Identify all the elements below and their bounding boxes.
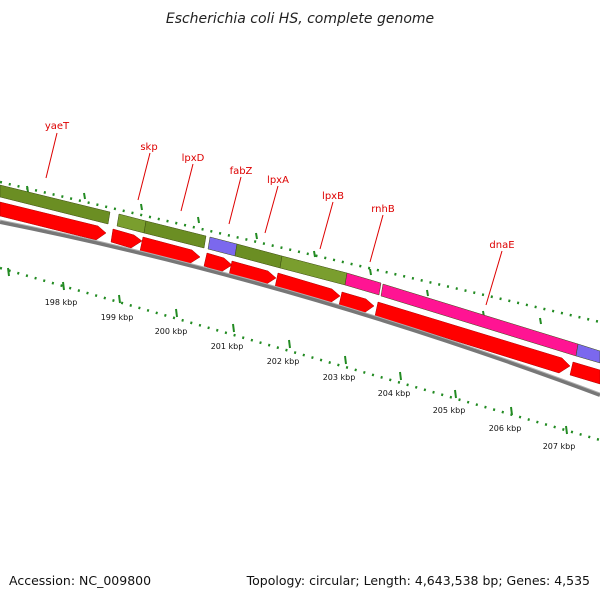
gene-label-lpxA: lpxA — [267, 175, 289, 186]
kbp-label: 203 kbp — [323, 373, 356, 382]
leader-skp — [137, 152, 151, 201]
major-tick — [369, 268, 372, 276]
lower-major-ticks — [7, 267, 568, 435]
accession-text: Accession: NC_009800 — [9, 573, 151, 588]
kbp-label: 198 kbp — [45, 298, 78, 307]
major-tick — [62, 281, 65, 291]
cds-arrow — [110, 228, 143, 249]
kbp-label: 202 kbp — [267, 357, 300, 366]
cds-arrow — [0, 201, 107, 241]
major-tick — [399, 371, 402, 381]
gene-label-lpxD: lpxD — [182, 153, 205, 164]
cds-arrow — [203, 252, 233, 273]
major-tick — [539, 317, 542, 325]
gene-label-rnhB: rnhB — [371, 204, 395, 215]
major-tick — [197, 216, 200, 224]
gene-block-lpxD — [143, 220, 207, 249]
major-tick — [344, 355, 347, 365]
major-tick — [175, 308, 178, 318]
kbp-label: 201 kbp — [211, 342, 244, 351]
gene-label-dnaE: dnaE — [489, 240, 514, 251]
map-title: Escherichia coli HS, complete genome — [166, 11, 434, 27]
major-tick — [7, 267, 10, 277]
gene-label-fabZ: fabZ — [230, 166, 253, 177]
genome-backbone-highlight — [0, 219, 600, 394]
gene-labels: yaeT skp lpxD fabZ lpxA lpxB rnhB dnaE — [45, 121, 515, 251]
gene-block-skp — [116, 213, 147, 234]
leader-lpxD — [180, 163, 194, 212]
leader-fabZ — [228, 176, 242, 225]
major-tick — [313, 250, 316, 258]
kbp-label: 206 kbp — [489, 424, 522, 433]
leader-lpxA — [264, 185, 279, 234]
kbp-label: 205 kbp — [433, 406, 466, 415]
leader-lpxB — [319, 201, 334, 250]
forward-strand-genes — [0, 184, 600, 364]
major-tick — [232, 323, 235, 333]
upper-major-ticks — [26, 185, 542, 325]
lower-tick-row — [0, 266, 600, 442]
gene-label-yaeT: yaeT — [45, 121, 70, 132]
major-tick — [118, 294, 121, 304]
genome-backbone — [0, 220, 600, 397]
cds-arrow — [374, 301, 571, 374]
gene-block-edge — [575, 343, 600, 364]
upper-tick-row — [0, 180, 600, 325]
kbp-label: 207 kbp — [543, 442, 576, 451]
major-tick — [565, 425, 568, 435]
leader-yaeT — [45, 132, 58, 179]
cds-arrows — [0, 201, 600, 385]
leader-rnhB — [369, 214, 384, 263]
gene-label-lpxB: lpxB — [322, 191, 344, 202]
kbp-label: 200 kbp — [155, 327, 188, 336]
gene-label-skp: skp — [140, 142, 157, 153]
upper-minor-ticks — [0, 180, 600, 324]
major-tick — [140, 203, 143, 211]
gene-block-yaeT — [0, 184, 111, 225]
major-tick — [510, 406, 513, 416]
cds-arrow — [274, 272, 341, 304]
major-tick — [288, 339, 291, 349]
kbp-label: 199 kbp — [101, 313, 134, 322]
major-tick — [26, 185, 29, 193]
cds-arrow — [139, 236, 201, 265]
cds-arrow — [228, 260, 277, 286]
major-tick — [426, 289, 429, 297]
genome-stats-text: Topology: circular; Length: 4,643,538 bp… — [246, 573, 590, 588]
leader-dnaE — [485, 250, 503, 306]
kbp-label: 204 kbp — [378, 389, 411, 398]
major-tick — [255, 232, 258, 240]
major-tick — [454, 389, 457, 399]
kbp-labels: 198 kbp 199 kbp 200 kbp 201 kbp 202 kbp … — [45, 298, 576, 451]
gene-block-rnhB — [344, 272, 382, 296]
major-tick — [83, 192, 86, 200]
gene-block-fabZ — [207, 236, 238, 257]
cds-arrow — [569, 361, 600, 385]
gene-leader-lines — [45, 132, 503, 306]
